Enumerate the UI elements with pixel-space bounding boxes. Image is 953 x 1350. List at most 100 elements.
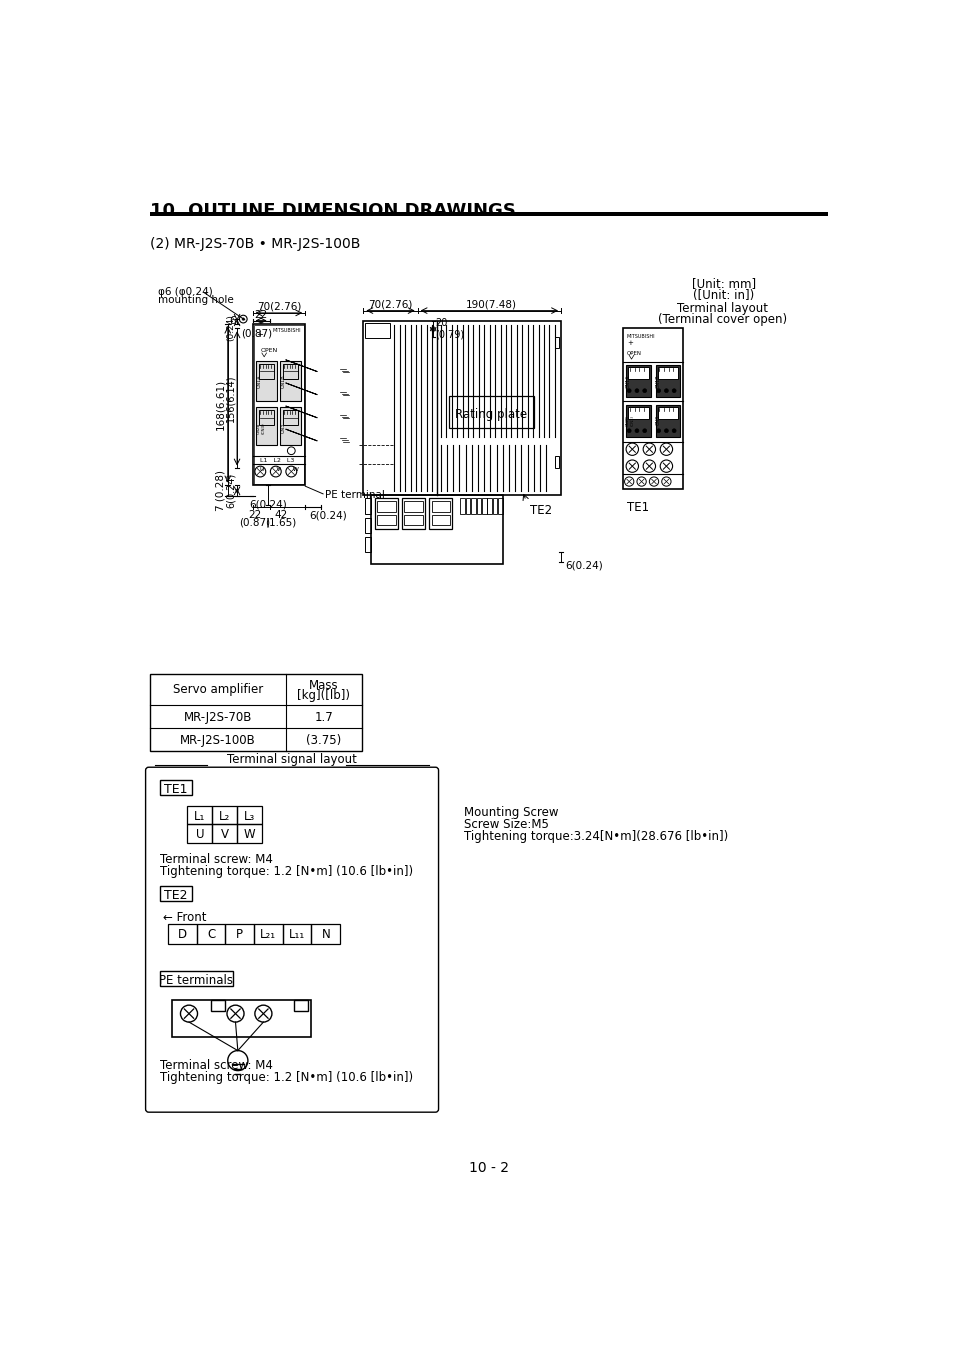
- Bar: [625, 364, 650, 397]
- Text: 6(0.24): 6(0.24): [225, 472, 235, 509]
- Circle shape: [242, 319, 244, 320]
- Text: Tightening torque: 1.2 [N•m] (10.6 [lb•in]): Tightening torque: 1.2 [N•m] (10.6 [lb•i…: [159, 865, 413, 878]
- Text: (0.87): (0.87): [240, 328, 272, 339]
- Text: 22: 22: [254, 310, 268, 320]
- Bar: [258, 410, 274, 425]
- Text: OPEN: OPEN: [260, 348, 277, 354]
- Circle shape: [642, 429, 646, 432]
- Bar: [187, 825, 212, 842]
- Bar: [402, 498, 425, 529]
- Bar: [280, 406, 300, 446]
- Text: C: C: [207, 929, 215, 941]
- Text: L1   L2   L3: L1 L2 L3: [260, 459, 294, 463]
- Bar: [236, 806, 261, 825]
- Bar: [282, 363, 298, 379]
- Bar: [375, 498, 397, 529]
- Bar: [377, 514, 395, 525]
- Text: Mounting Screw: Mounting Screw: [464, 806, 558, 818]
- Text: 70(2.76): 70(2.76): [368, 300, 413, 309]
- Text: 7 (0.28): 7 (0.28): [215, 470, 225, 512]
- Text: CN2B
(CN3): CN2B (CN3): [257, 421, 266, 433]
- Bar: [655, 364, 679, 397]
- Text: Rating plate: Rating plate: [455, 408, 527, 421]
- Bar: [311, 925, 340, 944]
- Text: MR-J2S-100B: MR-J2S-100B: [180, 734, 255, 747]
- Bar: [253, 925, 282, 944]
- Text: 42: 42: [274, 510, 288, 520]
- Bar: [628, 406, 648, 420]
- Text: [Unit: mm]: [Unit: mm]: [691, 278, 755, 290]
- Text: CN1B: CN1B: [281, 375, 286, 389]
- Text: (1.65): (1.65): [265, 518, 296, 528]
- Text: L₁₁: L₁₁: [289, 929, 305, 941]
- Text: (3.75): (3.75): [306, 734, 341, 747]
- Text: (Terminal cover open): (Terminal cover open): [657, 313, 786, 325]
- Bar: [159, 886, 192, 902]
- Text: Terminal screw: M4: Terminal screw: M4: [159, 1058, 273, 1072]
- Bar: [655, 405, 679, 437]
- Bar: [465, 498, 470, 514]
- Circle shape: [672, 389, 676, 393]
- Circle shape: [635, 429, 639, 432]
- Circle shape: [627, 429, 631, 432]
- Bar: [253, 324, 305, 486]
- Text: (0.24): (0.24): [226, 315, 235, 342]
- Bar: [159, 971, 233, 986]
- Text: Tightening torque:3.24[N•m](28.676 [lb•in]): Tightening torque:3.24[N•m](28.676 [lb•i…: [464, 830, 727, 844]
- Bar: [363, 321, 560, 494]
- Bar: [150, 212, 827, 216]
- Text: +: +: [626, 340, 632, 346]
- Text: MR-J2S-70B: MR-J2S-70B: [184, 711, 252, 724]
- Bar: [365, 518, 371, 533]
- Text: 6(0.24): 6(0.24): [564, 560, 602, 570]
- Text: OPEN: OPEN: [626, 351, 641, 355]
- Bar: [371, 494, 502, 564]
- Text: TE2: TE2: [164, 888, 188, 902]
- Text: MITSUBISHI: MITSUBISHI: [273, 328, 301, 332]
- Text: 6(0.24): 6(0.24): [309, 510, 347, 520]
- Text: 10 - 2: 10 - 2: [469, 1161, 508, 1176]
- Bar: [282, 925, 311, 944]
- Text: TE2: TE2: [530, 504, 552, 517]
- Bar: [497, 498, 502, 514]
- Text: Terminal signal layout: Terminal signal layout: [227, 753, 356, 767]
- Bar: [196, 925, 225, 944]
- Circle shape: [656, 429, 659, 432]
- Text: CN1A: CN1A: [625, 375, 631, 389]
- Text: CN1A: CN1A: [257, 375, 262, 389]
- Text: P: P: [236, 929, 243, 941]
- Bar: [211, 1000, 224, 1011]
- Bar: [253, 325, 303, 483]
- Text: 6(0.24): 6(0.24): [249, 500, 287, 509]
- Bar: [225, 925, 253, 944]
- Text: U: U: [195, 828, 204, 841]
- Bar: [212, 825, 236, 842]
- Text: V: V: [220, 828, 229, 841]
- Text: W: W: [243, 828, 255, 841]
- Bar: [365, 537, 371, 552]
- Text: Screw Size:M5: Screw Size:M5: [464, 818, 548, 832]
- Bar: [256, 406, 276, 446]
- Text: D: D: [177, 929, 187, 941]
- Circle shape: [656, 389, 659, 393]
- Text: 168(6.61): 168(6.61): [215, 379, 225, 431]
- Circle shape: [672, 429, 676, 432]
- Text: CN2B
(CN3): CN2B (CN3): [625, 414, 634, 425]
- Bar: [622, 328, 682, 489]
- Text: L₁: L₁: [194, 810, 205, 822]
- Text: U      V      W: U V W: [260, 467, 299, 472]
- Text: TE1: TE1: [626, 501, 648, 514]
- Text: ([Unit: in]): ([Unit: in]): [693, 289, 754, 302]
- Text: Mass: Mass: [309, 679, 338, 693]
- Text: ← Front: ← Front: [162, 911, 206, 925]
- Text: 10. OUTLINE DIMENSION DRAWINGS: 10. OUTLINE DIMENSION DRAWINGS: [150, 202, 516, 220]
- Text: PE terminals: PE terminals: [159, 973, 233, 987]
- Bar: [377, 501, 395, 512]
- Bar: [294, 1000, 308, 1011]
- Bar: [150, 674, 361, 751]
- Text: (2) MR-J2S-70B • MR-J2S-100B: (2) MR-J2S-70B • MR-J2S-100B: [150, 238, 360, 251]
- Text: 20
(0.79): 20 (0.79): [435, 319, 464, 340]
- Bar: [658, 406, 678, 420]
- Text: CN1B: CN1B: [655, 375, 659, 389]
- Text: mounting hole: mounting hole: [158, 296, 233, 305]
